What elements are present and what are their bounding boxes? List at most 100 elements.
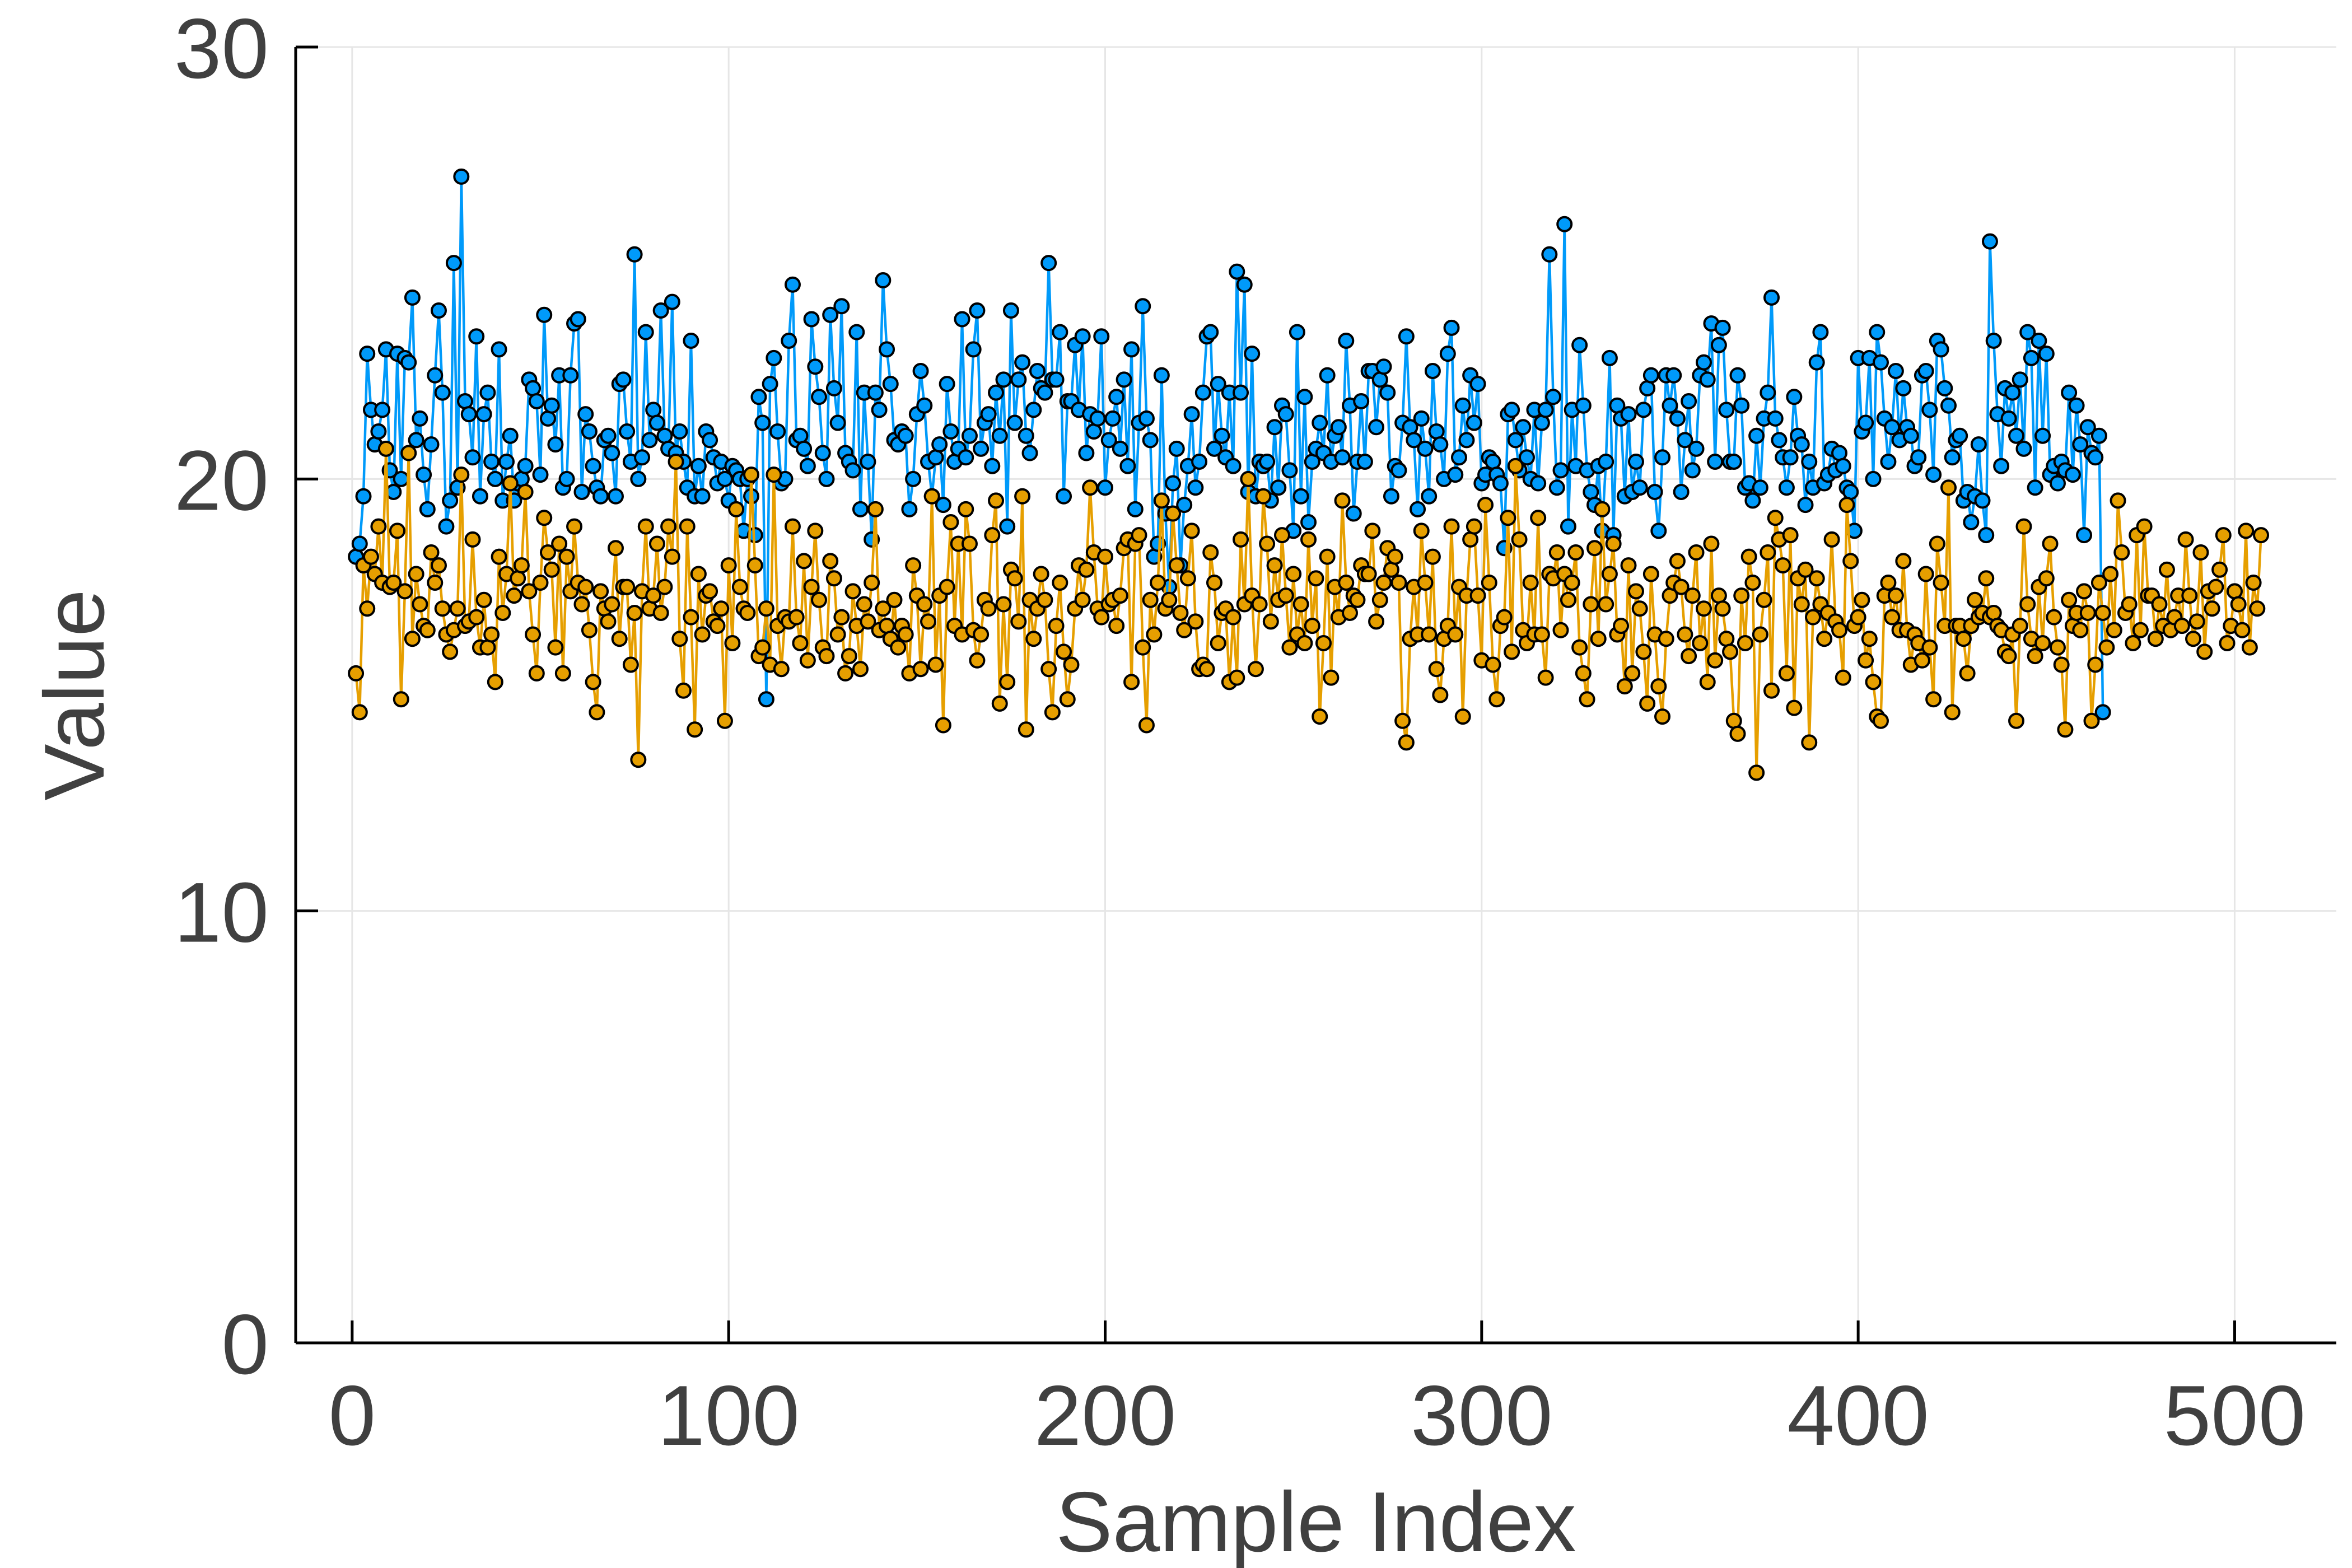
data-point — [829, 626, 846, 643]
data-point — [1040, 661, 1057, 678]
data-point — [1981, 233, 1998, 250]
data-point — [671, 631, 688, 647]
data-point — [656, 578, 673, 595]
data-point — [1767, 510, 1784, 526]
data-point — [351, 535, 368, 552]
data-point — [1778, 479, 1795, 496]
data-point — [2012, 371, 2028, 388]
data-point — [2196, 643, 2213, 660]
data-point — [404, 289, 421, 306]
data-point — [1669, 410, 1686, 427]
data-point — [799, 652, 816, 669]
data-point — [510, 570, 526, 587]
data-point — [829, 414, 846, 431]
data-point — [864, 574, 880, 591]
data-point — [1665, 367, 1682, 384]
data-point — [1974, 492, 1991, 509]
data-point — [2234, 622, 2251, 638]
data-point — [615, 371, 632, 388]
data-point — [1074, 328, 1091, 345]
data-point — [1074, 591, 1091, 608]
data-point — [1914, 652, 1930, 669]
data-point — [1191, 453, 1208, 470]
data-point — [2027, 479, 2043, 496]
data-point — [1854, 591, 1870, 608]
data-point — [999, 518, 1016, 535]
data-point — [1782, 449, 1799, 466]
data-point — [1895, 380, 1912, 396]
data-point — [939, 578, 955, 595]
data-point — [1296, 634, 1313, 651]
data-point — [1722, 643, 1739, 660]
data-point — [1944, 704, 1961, 721]
data-point — [803, 578, 820, 595]
data-point — [1176, 497, 1193, 514]
data-point — [592, 583, 609, 600]
data-point — [2027, 648, 2043, 665]
data-point — [370, 518, 387, 535]
data-point — [1454, 708, 1471, 725]
data-point — [1782, 527, 1799, 544]
data-point — [766, 349, 782, 366]
data-point — [1748, 764, 1765, 781]
data-point — [585, 458, 601, 474]
data-point — [1014, 488, 1031, 505]
data-point — [716, 712, 733, 729]
data-point — [362, 548, 379, 565]
data-point — [1198, 661, 1215, 678]
data-point — [1488, 691, 1505, 708]
data-point — [607, 540, 624, 557]
data-point — [404, 631, 421, 647]
data-point — [991, 695, 1008, 712]
data-point — [2249, 600, 2266, 617]
data-point — [1447, 466, 1464, 483]
data-point — [2121, 596, 2138, 613]
data-point — [1432, 436, 1449, 453]
data-point — [1390, 574, 1407, 591]
data-point — [1823, 531, 1840, 548]
data-point — [1575, 397, 1592, 414]
data-point — [1714, 319, 1731, 336]
data-point — [1842, 483, 1859, 500]
data-point — [1119, 458, 1136, 474]
data-point — [2068, 397, 2085, 414]
data-point — [1439, 346, 1456, 362]
data-point — [879, 341, 895, 358]
data-point — [1970, 436, 1987, 453]
data-point — [1364, 522, 1381, 539]
data-point — [1793, 436, 1810, 453]
data-point — [1018, 721, 1034, 738]
data-point — [1887, 363, 1904, 379]
data-point — [1481, 574, 1497, 591]
series-layer — [348, 168, 2270, 781]
data-point — [1740, 548, 1757, 565]
data-point — [1229, 669, 1245, 686]
data-point — [1793, 596, 1810, 613]
data-point — [491, 341, 507, 358]
data-point — [1725, 712, 1742, 729]
data-point — [1146, 626, 1163, 643]
data-point — [1831, 622, 1848, 638]
data-point — [954, 311, 970, 328]
axes — [294, 47, 2336, 1345]
data-point — [879, 618, 895, 634]
data-point — [449, 600, 466, 617]
data-point — [942, 514, 959, 530]
data-point — [491, 548, 507, 565]
data-point — [1410, 501, 1426, 517]
data-point — [1695, 354, 1712, 371]
data-point — [543, 397, 560, 414]
data-point — [709, 618, 726, 634]
data-point — [1037, 591, 1053, 608]
data-point — [2113, 544, 2130, 561]
data-point — [1963, 514, 1980, 530]
data-point — [1168, 557, 1185, 574]
data-point — [1583, 483, 1599, 500]
data-point — [502, 475, 519, 492]
data-point — [1658, 631, 1674, 647]
data-point — [856, 596, 872, 613]
data-point — [1006, 414, 1023, 431]
x-tick-label: 200 — [1034, 1368, 1177, 1463]
data-point — [1417, 574, 1434, 591]
